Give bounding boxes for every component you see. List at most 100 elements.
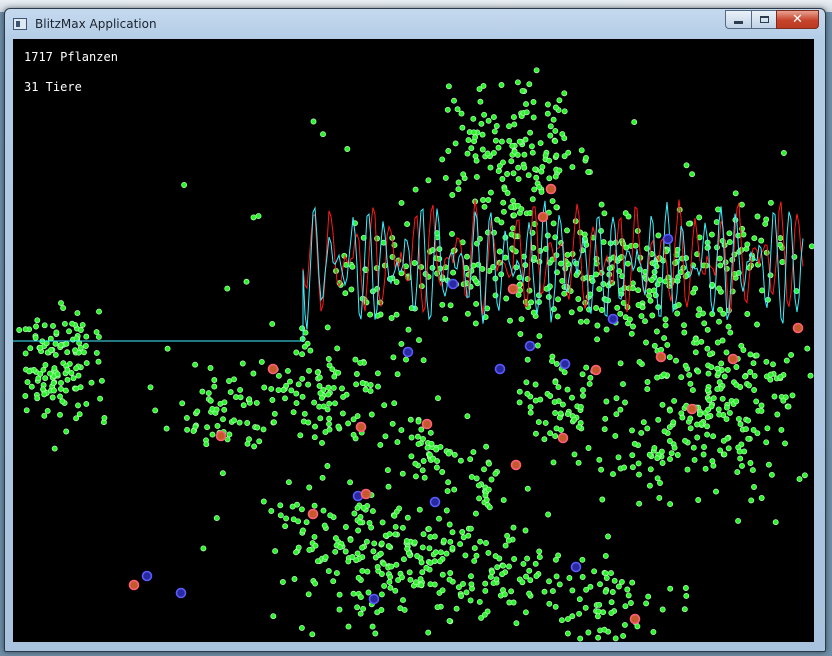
plant-dot	[767, 371, 774, 378]
plant-dot	[723, 349, 730, 356]
plant-dot	[709, 311, 716, 317]
plant-dot	[564, 386, 571, 393]
plant-dot	[743, 426, 749, 433]
plant-dot	[473, 278, 479, 285]
plant-dot	[350, 431, 357, 438]
plant-dot	[289, 503, 296, 510]
plant-dot	[451, 486, 458, 493]
plant-dot	[385, 483, 392, 490]
plant-dot	[75, 372, 82, 379]
plant-dot	[44, 407, 51, 414]
plant-dot	[316, 382, 323, 389]
plant-dot	[575, 296, 582, 302]
plant-dot	[745, 435, 752, 442]
plant-dot	[398, 427, 405, 434]
plant-dot	[751, 387, 758, 393]
plant-dot	[380, 560, 387, 567]
plant-dot	[299, 351, 306, 358]
plant-dot	[559, 277, 566, 284]
plant-dot	[60, 305, 67, 311]
plant-dot	[527, 409, 534, 416]
plant-dot	[683, 162, 690, 169]
plant-dot	[447, 570, 454, 576]
plant-dot	[687, 415, 694, 422]
plant-dot	[544, 110, 551, 117]
plant-dot	[569, 587, 576, 594]
plant-dot	[523, 101, 529, 108]
plant-dot	[416, 506, 423, 513]
plant-dot	[58, 379, 64, 386]
minimize-button[interactable]	[725, 10, 751, 29]
plant-dot	[726, 409, 733, 416]
plant-dot	[500, 159, 506, 166]
plant-dot	[516, 399, 523, 406]
plant-dot	[50, 322, 56, 329]
plant-dot	[667, 501, 674, 508]
app-window-icon[interactable]	[13, 18, 27, 30]
plant-dot	[471, 545, 478, 552]
plant-dot	[613, 411, 620, 418]
plant-dot	[319, 439, 325, 446]
plant-dot	[687, 425, 694, 432]
plant-dot	[443, 507, 450, 514]
plant-dot	[375, 383, 381, 390]
plant-dot	[700, 451, 707, 458]
herbivore-creature	[570, 561, 582, 573]
plant-dot	[493, 576, 500, 583]
plant-dot	[280, 387, 287, 393]
plant-dot	[499, 176, 506, 182]
plant-dot	[312, 542, 319, 549]
plant-dot	[740, 347, 747, 353]
plant-dot	[63, 428, 70, 435]
plant-dot	[551, 399, 558, 406]
plant-dot	[98, 377, 105, 384]
plant-dot	[564, 227, 570, 234]
plant-dot	[40, 386, 46, 393]
plant-dot	[384, 467, 391, 474]
plant-dot	[601, 626, 608, 633]
plant-dot	[770, 361, 776, 368]
plant-dot	[418, 559, 425, 566]
plant-dot	[534, 342, 541, 349]
plant-dot	[52, 351, 59, 358]
herbivore-creature	[494, 363, 506, 375]
plant-dot	[420, 458, 427, 464]
close-button[interactable]: ✕	[776, 10, 819, 29]
plant-dot	[408, 453, 415, 460]
predator-creature	[215, 430, 227, 442]
plant-dot	[203, 441, 210, 448]
maximize-button[interactable]	[751, 10, 776, 29]
plant-dot	[214, 422, 221, 429]
plant-dot	[58, 342, 64, 348]
plant-dot	[345, 558, 352, 565]
plant-dot	[73, 385, 80, 392]
predator-creature	[590, 364, 602, 376]
simulation-canvas[interactable]: 1717 Pflanzen 31 Tiere	[13, 39, 814, 642]
plant-dot	[736, 448, 743, 455]
plant-dot	[719, 395, 726, 402]
plant-dot	[336, 606, 343, 613]
plant-dot	[309, 631, 316, 638]
plant-dot	[521, 164, 528, 171]
plant-dot	[398, 199, 405, 206]
plant-dot	[511, 148, 518, 155]
plant-dot	[342, 524, 349, 530]
plant-dot	[37, 344, 44, 351]
plant-dot	[510, 524, 517, 531]
plant-dot	[594, 322, 601, 329]
plant-dot	[529, 149, 536, 156]
title-bar[interactable]: BlitzMax Application ✕	[5, 9, 825, 39]
plant-dot	[77, 344, 84, 351]
plant-dot	[649, 312, 656, 319]
plant-dot	[661, 335, 668, 342]
plant-dot	[645, 593, 652, 600]
plant-dot	[437, 443, 444, 450]
plant-dot	[508, 588, 515, 595]
plant-dot	[282, 395, 288, 402]
plant-dot	[485, 197, 492, 203]
plant-dot	[76, 411, 83, 418]
plant-dot	[564, 616, 571, 623]
plant-dot	[325, 391, 332, 398]
plant-dot	[335, 423, 342, 430]
plant-dot	[295, 544, 302, 551]
